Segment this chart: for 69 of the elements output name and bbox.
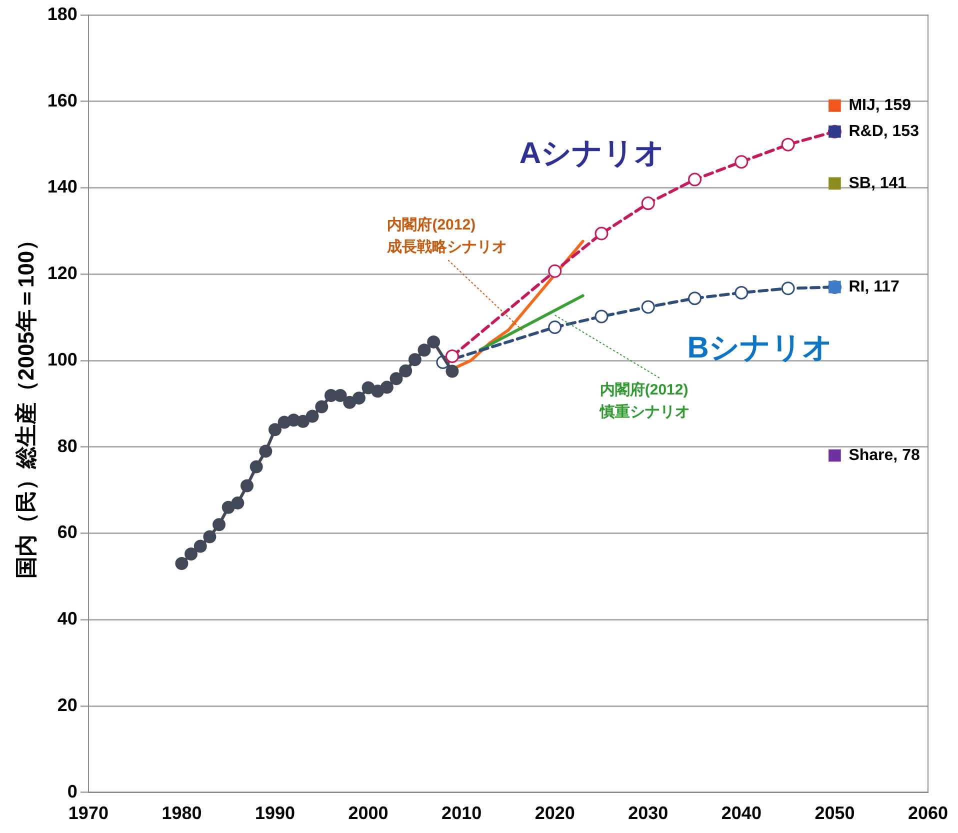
point: [688, 172, 702, 186]
x-tick-label: 2010: [442, 803, 482, 824]
point: [240, 479, 254, 492]
point: [734, 286, 748, 300]
point: [781, 282, 795, 296]
y-tick-label: 160: [47, 90, 78, 110]
point: [594, 226, 608, 240]
point: [296, 414, 310, 428]
x-tick-label: 1990: [254, 803, 296, 824]
x-tick-label: 1980: [162, 803, 202, 824]
point: [259, 444, 272, 458]
point: [306, 410, 319, 423]
y-tick-label: 140: [47, 176, 78, 197]
y-tick-label: 40: [57, 608, 78, 629]
y-tick-label: 120: [47, 263, 78, 284]
point: [399, 364, 412, 378]
point: [343, 396, 356, 409]
y-tick-label: 80: [57, 436, 78, 456]
annotation: Bシナリオ: [687, 332, 833, 365]
x-tick-label: 2030: [628, 803, 668, 824]
point: [175, 557, 188, 570]
point: [408, 353, 422, 366]
point: [548, 320, 562, 334]
point: [334, 388, 347, 402]
point: [828, 177, 841, 190]
x-tick-label: 2050: [814, 803, 855, 824]
point: [828, 449, 841, 462]
data-label: SB, 141: [848, 174, 907, 192]
point: [380, 380, 394, 394]
y-axis-title: 国内（民）総生産（2005年＝100）: [13, 228, 38, 579]
point: [268, 423, 282, 436]
point: [446, 364, 459, 378]
x-tick-label: 2060: [908, 803, 948, 824]
point: [352, 392, 366, 405]
point: [390, 372, 403, 386]
point: [203, 530, 216, 544]
annotation: Aシナリオ: [519, 137, 666, 170]
point: [250, 460, 263, 474]
point: [445, 349, 459, 363]
point: [231, 496, 244, 510]
x-tick-label: 2040: [721, 803, 762, 824]
data-label: MIJ, 159: [848, 97, 912, 114]
point: [594, 310, 608, 324]
point: [781, 138, 795, 152]
y-tick-label: 60: [57, 522, 78, 542]
point: [828, 100, 841, 112]
point: [194, 540, 207, 553]
point: [548, 264, 562, 278]
point: [315, 400, 328, 414]
x-tick-label: 2000: [348, 803, 388, 824]
y-tick-label: 180: [47, 4, 78, 24]
point: [418, 344, 431, 357]
y-tick-label: 0: [67, 781, 78, 802]
y-tick-label: 20: [57, 694, 78, 715]
point: [688, 292, 702, 306]
point: [427, 335, 440, 348]
data-label: RI, 117: [848, 278, 900, 296]
x-tick-label: 2020: [534, 803, 575, 824]
data-label: R&D, 153: [848, 123, 920, 140]
point: [641, 300, 655, 314]
x-tick-label: 1970: [68, 803, 108, 824]
point: [641, 196, 655, 210]
point: [212, 518, 226, 532]
point: [734, 155, 748, 169]
annotation: 内閣府(2012) 慎重シナリオ: [598, 380, 690, 420]
data-label: Share, 78: [848, 446, 920, 464]
y-tick-label: 100: [47, 349, 78, 370]
point: [184, 547, 198, 560]
annotation: 内閣府(2012) 成長戦略シナリオ: [386, 215, 508, 256]
